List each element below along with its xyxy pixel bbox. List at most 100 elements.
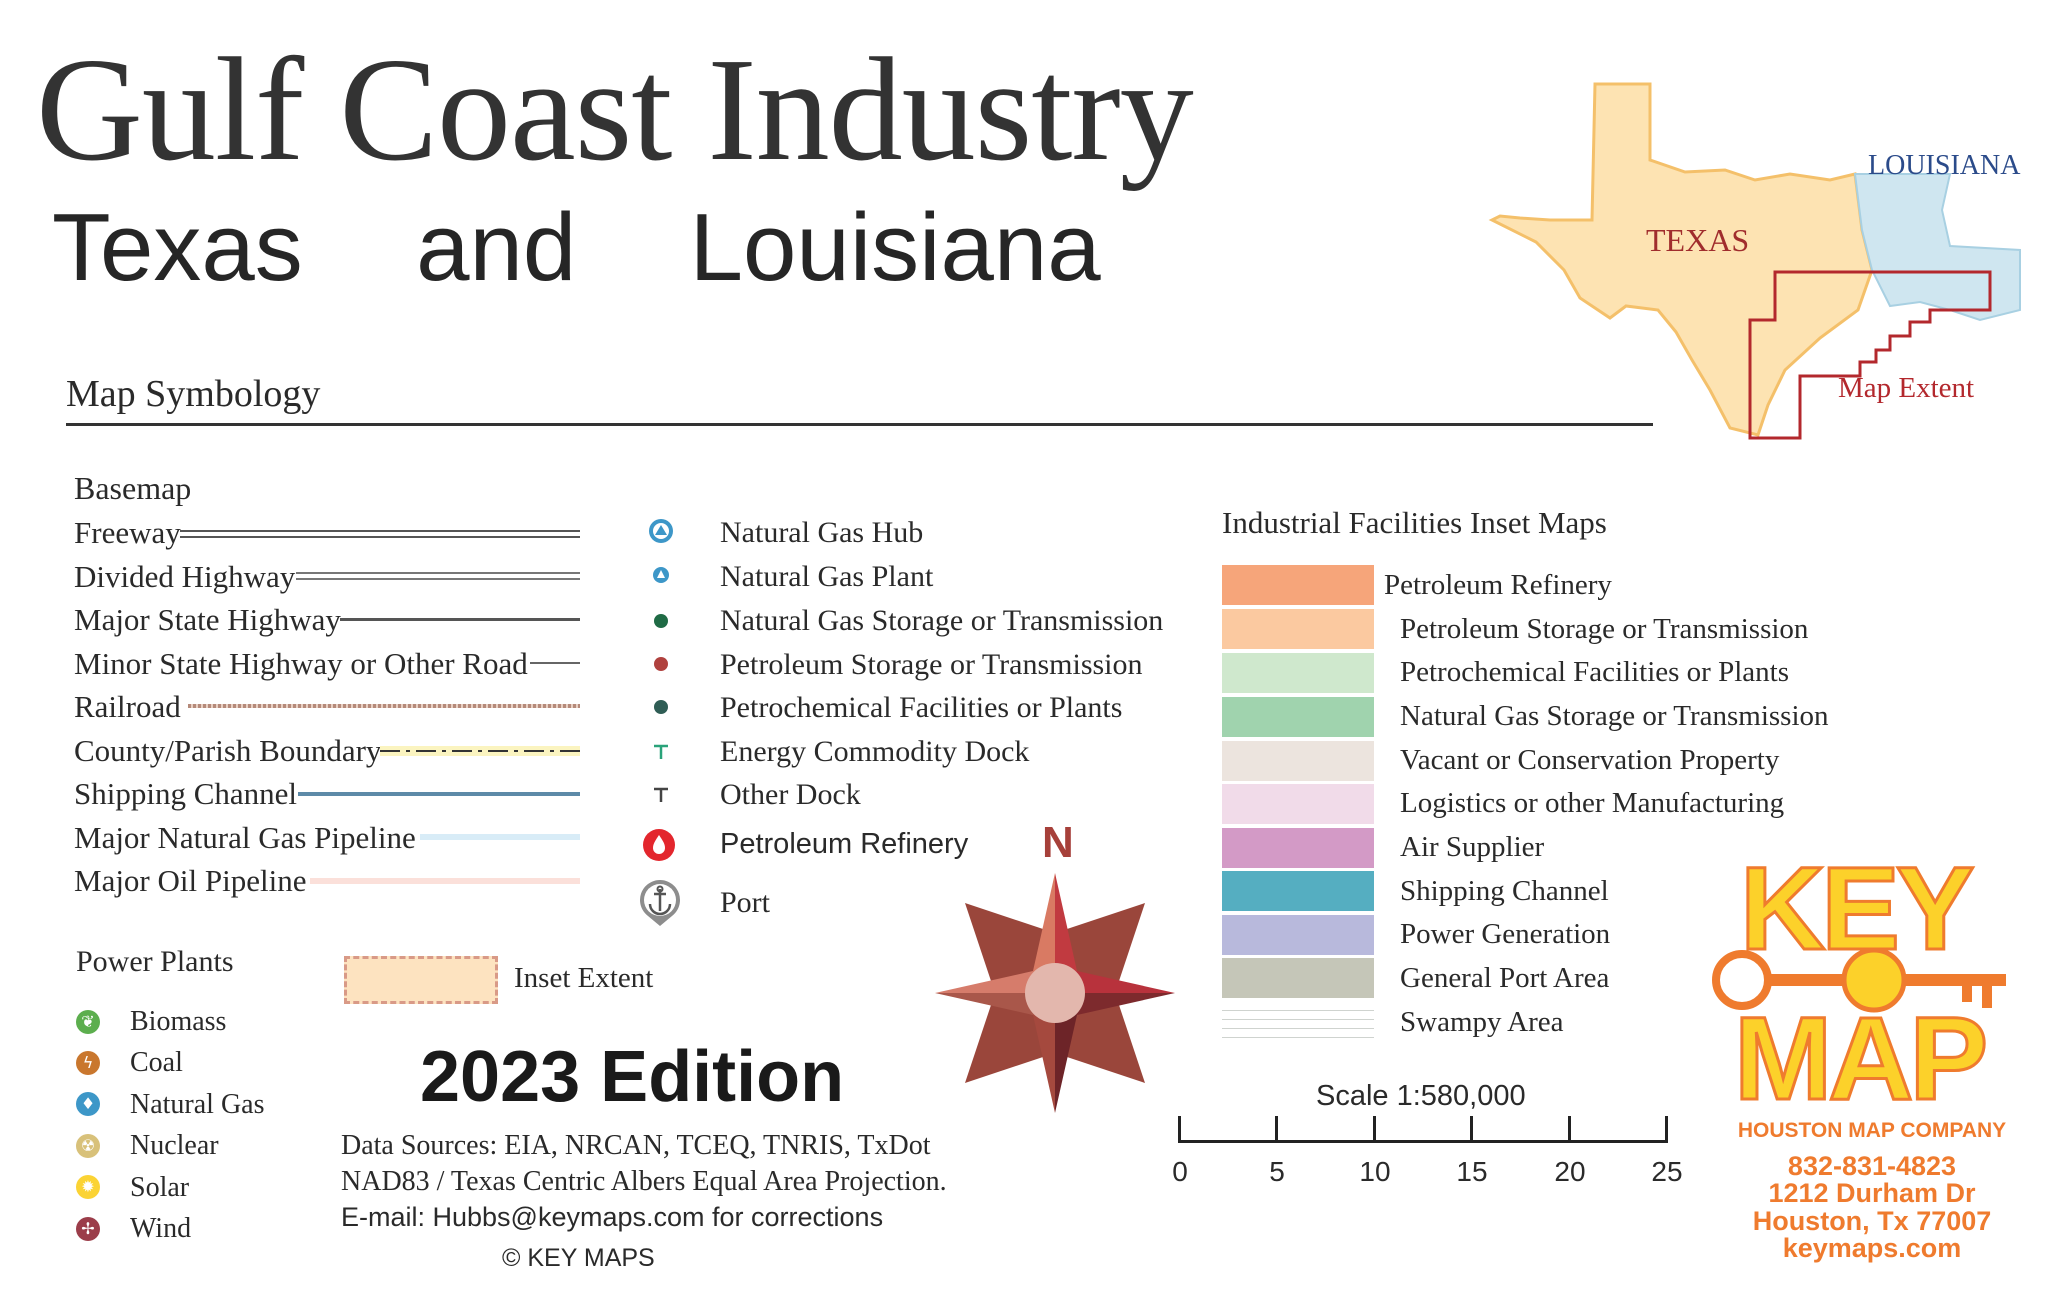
email-line: E-mail: Hubbs@keymaps.com for correction… [341,1202,884,1232]
natural-gas-hub-icon [649,519,673,543]
facility-label-power-generation: Power Generation [1400,918,1611,950]
inset-extent-label: Inset Extent [514,962,654,994]
petrochemical-dot [654,700,668,714]
facility-label-petrochemical: Petrochemical Facilities or Plants [1400,656,1789,688]
petrochemical-label: Petrochemical Facilities or Plants [720,691,1123,724]
scale-tick-label: 10 [1359,1156,1391,1187]
petroleum-storage-dot [654,657,668,671]
facility-label-logistics: Logistics or other Manufacturing [1400,787,1785,819]
contact-city: Houston, Tx 77007 [1752,1206,1992,1236]
petroleum-storage-label: Petroleum Storage or Transmission [720,648,1143,681]
facilities-heading: Industrial Facilities Inset Maps [1222,505,1607,540]
port-label: Port [720,886,771,919]
facility-label-refinery: Petroleum Refinery [1384,569,1612,601]
facility-swatch-power-generation [1222,915,1374,955]
energy-dock-label: Energy Commodity Dock [720,735,1030,768]
wind-icon: ✢ [76,1217,100,1241]
scale-tick-20 [1568,1116,1571,1143]
major-state-highway-line [340,618,580,621]
facility-swatch-shipping-channel [1222,871,1374,911]
legend-divided-highway-label: Divided Highway [74,559,296,594]
facility-swatch-air-supplier [1222,828,1374,868]
basemap-heading: Basemap [74,470,192,506]
scale-tick-0 [1178,1116,1181,1143]
nuclear-icon: ☢ [76,1134,100,1158]
logo-company-text: HOUSTON MAP COMPANY [1737,1119,2007,1142]
natural-gas-power-label: Natural Gas [130,1089,265,1120]
railroad-line [188,704,580,708]
facility-swatch-petroleum-storage [1222,609,1374,649]
symbology-heading: Map Symbology [66,373,321,415]
inset-louisiana-label: LOUISIANA [1868,150,2021,181]
contact-phone: 832-831-4823 [1787,1151,1957,1181]
facility-swatch-gas-storage [1222,697,1374,737]
natural-gas-storage-label: Natural Gas Storage or Transmission [720,604,1164,637]
scale-label: Scale 1:580,000 [1316,1080,1526,1112]
coal-label: Coal [130,1047,183,1078]
projection-line: NAD83 / Texas Centric Albers Equal Area … [341,1166,947,1197]
facility-swatch-vacant [1222,741,1374,781]
legend-major-state-highway-label: Major State Highway [74,602,341,637]
facility-swatch-port-area [1222,958,1374,998]
legend-oil-pipeline-label: Major Oil Pipeline [74,863,307,898]
logo-map-text: MAP [1732,993,1989,1125]
scale-tick-label: 20 [1554,1156,1586,1187]
facility-swatch-swampy [1222,1002,1374,1042]
facility-swatch-logistics [1222,784,1374,824]
facility-swatch-refinery [1222,565,1374,605]
facility-label-swampy: Swampy Area [1400,1006,1564,1038]
oil-pipeline-line [310,878,580,884]
natural-gas-plant-icon [653,567,669,583]
nuclear-label: Nuclear [130,1130,219,1161]
scale-tick-label: 15 [1456,1156,1488,1187]
scale-tick-15 [1470,1116,1473,1143]
natural-gas-storage-dot [654,614,668,628]
freeway-line-2 [180,536,580,538]
coal-icon: ϟ [76,1051,100,1075]
scale-tick-label: 5 [1269,1156,1285,1187]
other-dock-label: Other Dock [720,778,861,811]
logo-key-icon [1712,947,2006,1013]
scale-tick-label: 0 [1172,1156,1188,1187]
map-extent-outline [1748,270,1992,440]
scale-tick-10 [1373,1116,1376,1143]
divided-highway-line-2 [296,578,580,580]
facility-label-petroleum-storage: Petroleum Storage or Transmission [1400,613,1809,645]
biomass-label: Biomass [130,1006,227,1037]
boundary-line [380,750,580,752]
port-anchor-icon [640,880,680,926]
map-subtitle: Texas and Louisiana [52,194,1101,301]
natural-gas-plant-power-icon: ♦ [76,1092,100,1116]
energy-dock-icon [654,744,668,759]
natural-gas-plant-label: Natural Gas Plant [720,560,934,593]
gas-pipeline-line [420,834,580,840]
wind-label: Wind [130,1213,192,1244]
legend-boundary-label: County/Parish Boundary [74,733,382,768]
scale-tick-label: 25 [1651,1156,1683,1187]
copyright-line: © KEY MAPS [502,1244,655,1272]
natural-gas-hub-label: Natural Gas Hub [720,516,924,549]
contact-website[interactable]: keymaps.com [1782,1233,1962,1263]
louisiana-shape [1853,173,2021,322]
legend-minor-road-label: Minor State Highway or Other Road [74,646,528,681]
compass-north-label: N [1042,818,1074,867]
biomass-icon: ❦ [76,1010,100,1034]
inset-locator-map [1488,82,2021,440]
facility-label-port-area: General Port Area [1400,962,1610,994]
scale-tick-25 [1665,1116,1668,1143]
other-dock-icon [654,787,668,802]
legend-railroad-label: Railroad [74,689,181,724]
legend-freeway-label: Freeway [74,515,181,550]
data-sources-line: Data Sources: EIA, NRCAN, TCEQ, TNRIS, T… [341,1130,931,1161]
logo-key-text: KEY [1739,843,1977,975]
facility-label-vacant: Vacant or Conservation Property [1400,744,1780,776]
petroleum-refinery-label: Petroleum Refinery [720,828,969,860]
freeway-line [180,530,580,532]
solar-label: Solar [130,1172,190,1203]
inset-texas-label: TEXAS [1646,222,1750,258]
edition-label: 2023 Edition [420,1037,845,1117]
solar-icon: ✹ [76,1175,100,1199]
minor-road-line [530,662,580,664]
scale-tick-5 [1275,1116,1278,1143]
compass-rose-icon [935,873,1175,1113]
